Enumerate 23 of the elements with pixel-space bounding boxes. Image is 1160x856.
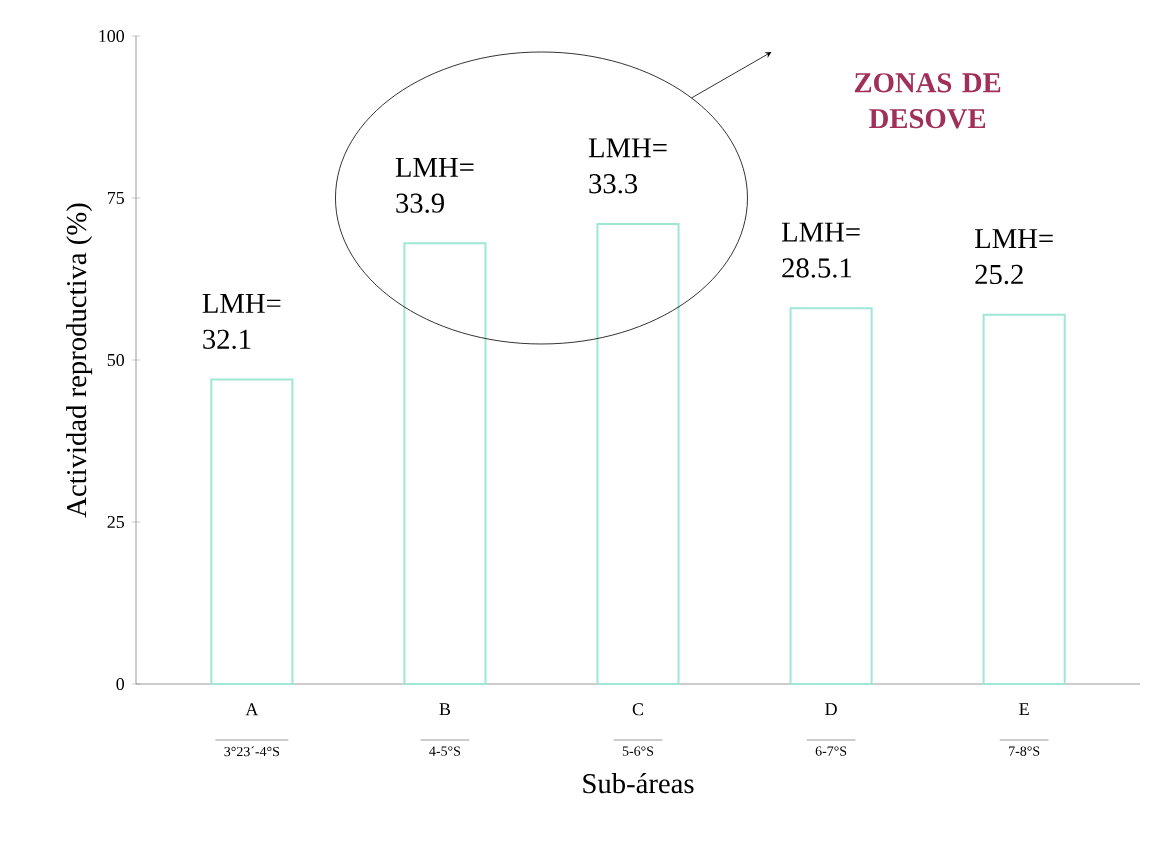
y-axis-title: Actividad reproductiva (%) — [66, 203, 93, 518]
y-tick-label: 0 — [116, 677, 125, 691]
annotation: LMH= 33.3 — [588, 138, 667, 194]
x-axis-title: Sub-áreas — [583, 773, 694, 794]
annotation: LMH= 32.1 — [202, 293, 281, 350]
y-tick-label: 75 — [107, 192, 125, 204]
x-tick-label: D — [825, 703, 837, 716]
x-tick-label: E — [1019, 703, 1029, 716]
y-tick-label: 25 — [107, 515, 125, 529]
annotation: ZONAS DE DESOVE — [854, 73, 1001, 129]
y-tick-label: 100 — [99, 29, 125, 43]
bar — [403, 242, 487, 685]
bar — [596, 222, 680, 685]
bar — [789, 307, 873, 685]
x-tick-label: C — [632, 703, 643, 716]
bar — [982, 313, 1066, 685]
annotation: LMH= 33.9 — [395, 157, 474, 213]
annotation: LMH= 28.5.1 — [781, 222, 860, 278]
x-tick-label: B — [439, 703, 451, 716]
y-tick-label: 50 — [107, 353, 125, 367]
bar — [210, 378, 294, 685]
x-tick-label: A — [245, 703, 259, 716]
annotation: LMH= 25.2 — [974, 229, 1053, 285]
